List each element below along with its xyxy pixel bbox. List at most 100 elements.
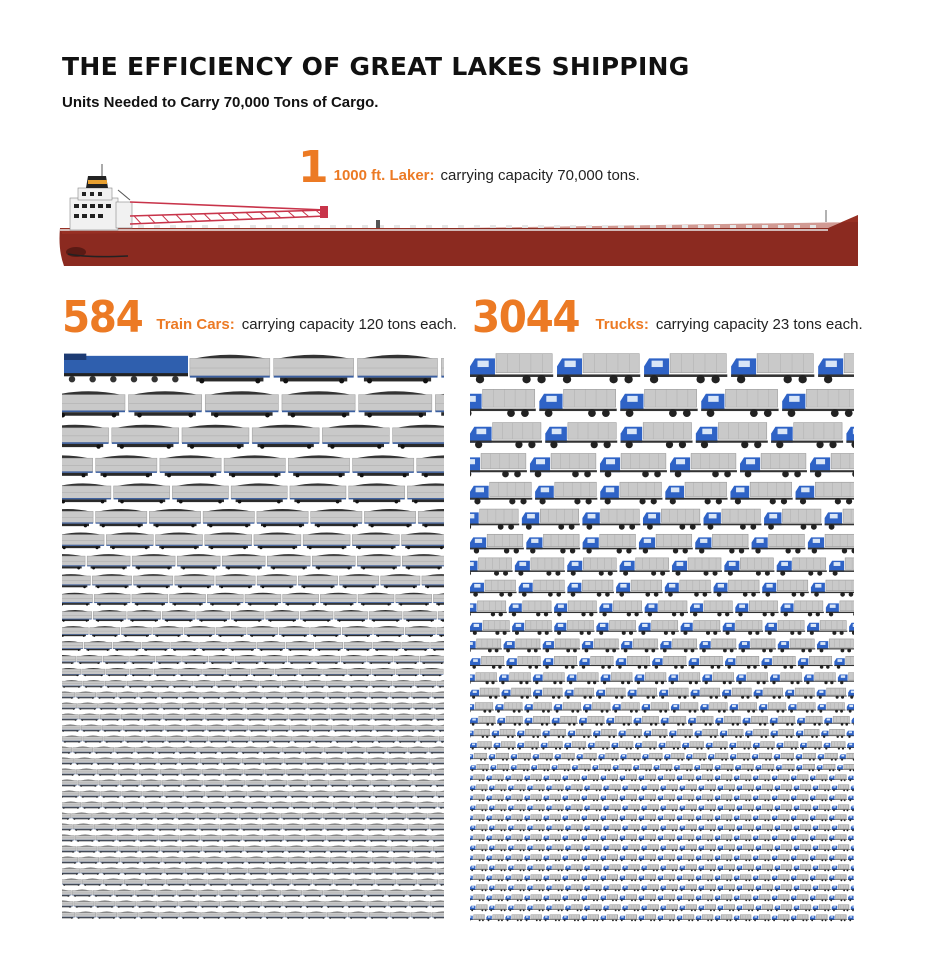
train-car	[304, 900, 325, 908]
truck-count: 3044	[472, 292, 581, 343]
train-car	[437, 611, 444, 622]
dump-truck	[584, 884, 603, 892]
dump-truck	[584, 844, 603, 852]
train-car	[119, 702, 140, 710]
train-car	[389, 834, 410, 842]
dump-truck	[470, 508, 520, 530]
dump-truck	[489, 904, 508, 912]
train-cars-grid	[62, 353, 444, 919]
dump-truck	[527, 804, 546, 812]
dump-truck	[701, 389, 779, 418]
train-car	[127, 680, 149, 688]
train-car	[82, 878, 103, 886]
train-car	[389, 691, 411, 699]
train-car	[144, 878, 166, 886]
dump-truck	[733, 774, 753, 782]
dump-truck	[641, 864, 660, 872]
train-row	[62, 554, 444, 570]
train-car	[285, 691, 306, 699]
dump-truck	[600, 481, 663, 505]
dump-truck	[793, 864, 812, 872]
train-car	[364, 812, 386, 820]
dump-truck	[837, 672, 854, 685]
dump-truck	[831, 784, 850, 792]
dump-truck	[505, 814, 524, 822]
train-car	[287, 779, 309, 787]
dump-truck	[606, 716, 633, 726]
dump-truck	[777, 638, 816, 653]
dump-truck	[581, 914, 600, 922]
dump-truck	[836, 764, 854, 772]
train-car	[264, 691, 285, 699]
train-car	[117, 691, 138, 699]
train-car	[133, 574, 174, 589]
dump-truck	[540, 741, 564, 750]
train-car	[413, 856, 435, 864]
dump-truck	[755, 804, 774, 812]
train-car	[390, 768, 412, 776]
dump-truck	[698, 824, 717, 832]
train-car	[419, 668, 444, 677]
train-car	[62, 900, 74, 908]
dump-truck	[770, 729, 795, 738]
dump-truck	[634, 672, 667, 685]
dump-truck	[846, 704, 854, 713]
dump-truck	[671, 557, 723, 576]
dump-truck	[619, 557, 670, 576]
dump-truck	[576, 752, 598, 761]
dump-truck	[546, 804, 565, 812]
train-car	[193, 680, 216, 688]
dump-truck	[526, 533, 581, 554]
train-car	[327, 911, 348, 919]
train-car	[199, 641, 228, 651]
train-car	[94, 900, 116, 908]
train-car	[260, 889, 282, 897]
dump-truck	[508, 804, 527, 812]
dump-truck	[470, 353, 554, 384]
train-car	[330, 713, 352, 721]
dump-truck	[774, 884, 793, 892]
dump-truck	[809, 814, 829, 822]
dump-truck	[664, 579, 712, 597]
dump-truck	[641, 904, 660, 912]
dump-truck	[619, 814, 638, 822]
dump-truck	[673, 764, 694, 772]
train-car	[352, 867, 374, 875]
train-car	[392, 856, 414, 864]
train-car	[156, 823, 178, 831]
dump-truck	[774, 844, 793, 852]
dump-truck	[850, 905, 854, 912]
train-car	[62, 856, 79, 864]
dump-truck	[717, 804, 736, 812]
train-row	[62, 391, 444, 418]
truck-row	[470, 774, 854, 782]
train-car	[352, 455, 415, 478]
dump-truck	[619, 854, 638, 862]
dump-truck	[524, 894, 543, 902]
dump-truck	[470, 784, 489, 792]
train-car	[182, 779, 204, 787]
dump-truck	[714, 854, 733, 862]
train-car	[103, 735, 125, 743]
train-car	[155, 889, 177, 897]
train-car	[304, 680, 326, 688]
dump-truck	[848, 815, 854, 822]
train-car	[407, 483, 444, 504]
dump-truck	[584, 784, 603, 792]
train-car	[240, 746, 261, 754]
dump-truck	[543, 814, 562, 822]
train-car	[98, 702, 119, 710]
dump-truck	[619, 874, 638, 882]
train-car	[306, 691, 327, 699]
dump-truck	[816, 638, 854, 653]
train-car	[131, 554, 176, 570]
train-car	[206, 724, 228, 732]
dump-truck	[702, 672, 735, 685]
dump-truck	[542, 729, 567, 738]
train-car	[137, 757, 158, 765]
train-car	[201, 691, 222, 699]
train-row	[62, 867, 444, 875]
dump-truck	[510, 764, 531, 772]
train-car	[306, 768, 328, 776]
dump-truck	[565, 884, 584, 892]
